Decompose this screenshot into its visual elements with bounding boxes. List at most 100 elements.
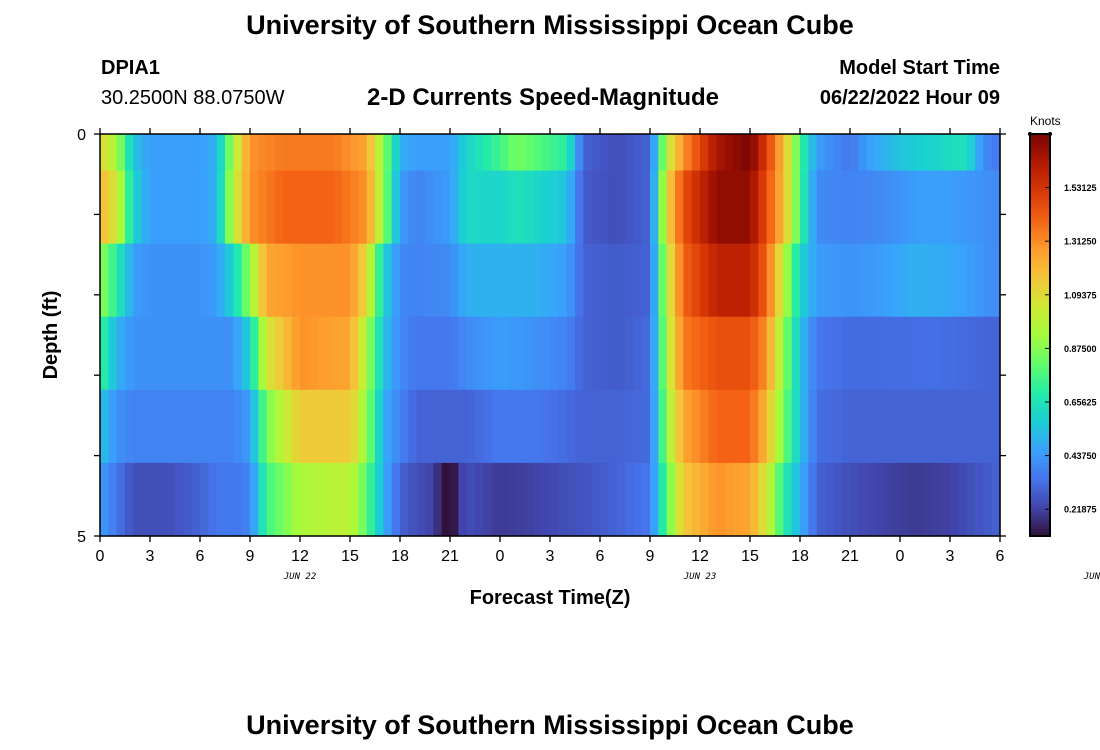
heatmap-cell <box>125 462 134 537</box>
x-tick-label: 12 <box>291 548 309 565</box>
heatmap-cell <box>166 243 176 318</box>
heatmap-cell <box>541 462 551 537</box>
heatmap-cell <box>875 134 884 172</box>
heatmap-cell <box>791 170 801 245</box>
heatmap-cell <box>966 134 976 172</box>
x-tick-label: 6 <box>596 548 605 565</box>
colorbar-corner <box>1048 132 1052 136</box>
heatmap-cell <box>416 170 426 245</box>
heatmap-cell <box>366 316 376 391</box>
heatmap-cell <box>633 170 643 245</box>
heatmap-cell <box>308 462 318 537</box>
colorbar-segment <box>1030 365 1050 370</box>
heatmap-cell <box>350 170 359 245</box>
colorbar-segment <box>1030 150 1050 155</box>
colorbar-segment <box>1030 385 1050 390</box>
heatmap-cell <box>441 316 451 391</box>
heatmap-cell <box>350 462 359 537</box>
heatmap-cell <box>341 243 351 318</box>
heatmap-cell <box>841 243 851 318</box>
heatmap-cell <box>508 462 518 537</box>
heatmap-cell <box>133 243 143 318</box>
colorbar-segment <box>1030 294 1050 299</box>
next-chart-title: University of Southern Mississippi Ocean… <box>246 710 854 740</box>
heatmap-cell <box>341 316 351 391</box>
heatmap-cell <box>691 170 701 245</box>
colorbar-segment <box>1030 268 1050 272</box>
colorbar-segment <box>1030 495 1050 500</box>
heatmap-cell <box>891 243 901 318</box>
heatmap-cell <box>141 462 151 537</box>
colorbar-segment <box>1030 190 1050 195</box>
colorbar-segment <box>1030 318 1050 323</box>
heatmap-cell <box>608 170 618 245</box>
colorbar-segment <box>1030 338 1050 343</box>
x-tick-label: 0 <box>496 548 505 565</box>
heatmap-cell <box>358 462 368 537</box>
heatmap-cell <box>975 316 984 391</box>
heatmap-cell <box>650 243 659 318</box>
colorbar-tick-label: 1.31250 <box>1064 237 1097 247</box>
x-tick-label: 0 <box>96 548 105 565</box>
heatmap-cell <box>825 462 834 537</box>
heatmap-cell <box>991 462 1001 537</box>
heatmap-cell <box>408 462 418 537</box>
heatmap-cell <box>316 462 326 537</box>
heatmap-cell <box>875 243 884 318</box>
heatmap-cell <box>491 316 501 391</box>
colorbar-segment <box>1030 469 1050 473</box>
heatmap-cell <box>991 134 1001 172</box>
x-axis-label: Forecast Time(Z) <box>470 587 631 609</box>
heatmap-cell <box>666 243 676 318</box>
heatmap-cell <box>750 134 759 172</box>
page-title: University of Southern Mississippi Ocean… <box>246 10 854 40</box>
heatmap-cell <box>191 462 201 537</box>
heatmap-cell <box>466 462 476 537</box>
y-axis-ticks: 05 <box>77 127 1006 546</box>
colorbar-segment <box>1030 264 1050 269</box>
heatmap-cell <box>708 316 718 391</box>
heatmap-cell <box>808 134 818 172</box>
colorbar-segment <box>1030 134 1050 138</box>
colorbar-segment <box>1030 314 1050 319</box>
heatmap-cell <box>283 462 293 537</box>
heatmap-cell <box>250 134 259 172</box>
heatmap-cell <box>558 389 568 464</box>
heatmap-cell <box>950 170 959 245</box>
heatmap-cell <box>891 462 901 537</box>
heatmap-cell <box>566 134 576 172</box>
colorbar-segment <box>1030 167 1050 172</box>
heatmap-cell <box>183 316 193 391</box>
heatmap-cell <box>141 316 151 391</box>
heatmap-cell <box>458 389 468 464</box>
heatmap-cell <box>666 134 676 172</box>
heatmap-cell <box>916 134 926 172</box>
heatmap-cell <box>283 316 293 391</box>
heatmap-cell <box>641 389 651 464</box>
heatmap-cell <box>308 170 318 245</box>
heatmap-cell <box>150 243 159 318</box>
heatmap-cell <box>100 389 109 464</box>
colorbar-segment <box>1030 227 1050 232</box>
heatmap-cell <box>591 316 601 391</box>
heatmap-cell <box>375 243 384 318</box>
heatmap-cell <box>833 134 843 172</box>
date-label: JUN 23 <box>683 572 717 582</box>
heatmap-cell <box>150 170 159 245</box>
heatmap-cell <box>908 170 918 245</box>
heatmap-cell <box>458 134 468 172</box>
heatmap-cell <box>700 316 709 391</box>
heatmap-cell <box>650 170 659 245</box>
heatmap-cell <box>425 243 434 318</box>
heatmap-cell <box>641 134 651 172</box>
heatmap-cell <box>633 462 643 537</box>
heatmap-cell <box>858 462 868 537</box>
colorbar-segment <box>1030 170 1050 175</box>
heatmap-cell <box>233 170 243 245</box>
heatmap-cell <box>900 316 909 391</box>
heatmap-cell <box>366 462 376 537</box>
heatmap-cell <box>166 462 176 537</box>
colorbar-segment <box>1030 221 1050 226</box>
heatmap-cell <box>866 170 876 245</box>
colorbar-segment <box>1030 368 1050 373</box>
